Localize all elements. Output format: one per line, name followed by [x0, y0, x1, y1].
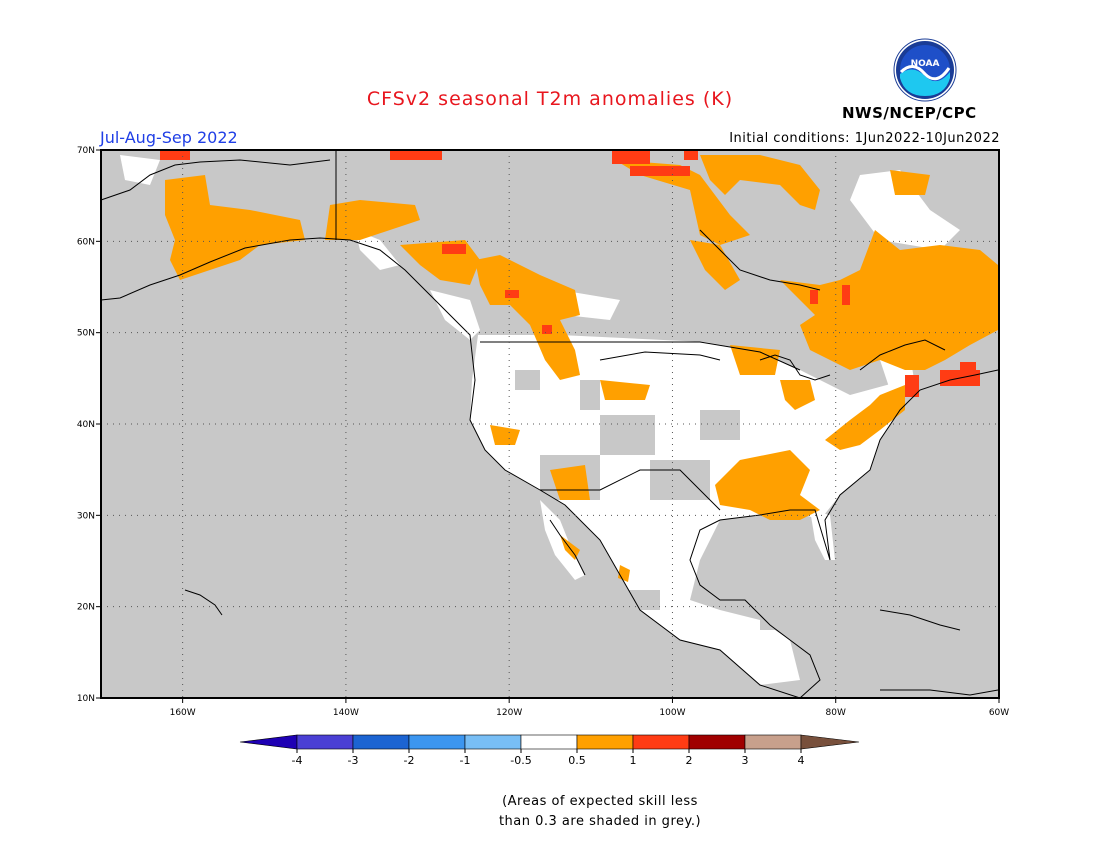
axis-ticks: 160W 140W 120W 100W 80W 60W 10N 20N 30N 40N 50N 60N…: [77, 146, 1009, 718]
skill-footnote: (Areas of expected skill less than 0.3 a…: [470, 792, 730, 832]
colorbar-segment: [408, 734, 466, 750]
colorbar-tick-label: 1: [630, 754, 637, 767]
colorbar-tick-label: -4: [292, 754, 303, 767]
colorbar-arrow-left: [239, 734, 298, 750]
lon-tick-label: 100W: [659, 708, 685, 718]
colorbar-arrow-right: [800, 734, 860, 750]
agency-label: NWS/NCEP/CPC: [842, 104, 977, 122]
colorbar-segment: [576, 734, 634, 750]
lon-tick-label: 60W: [989, 708, 1009, 718]
colorbar-tick-label: -3: [348, 754, 359, 767]
lat-tick-label: 20N: [77, 603, 95, 613]
colorbar-segment: [688, 734, 746, 750]
colorbar-segment: [520, 734, 578, 750]
colorbar-segment: [296, 734, 354, 750]
strong-warm-anomaly-areas: [160, 150, 980, 397]
colorbar-segment: [352, 734, 410, 750]
colorbar-segment: [632, 734, 690, 750]
map-title: CFSv2 seasonal T2m anomalies (K): [366, 88, 734, 110]
season-label: Jul-Aug-Sep 2022: [100, 128, 238, 147]
lat-tick-label: 50N: [77, 329, 95, 339]
lat-tick-label: 40N: [77, 420, 95, 430]
noaa-logo-text: NOAA: [911, 59, 940, 69]
colorbar-tick-label: -1: [460, 754, 471, 767]
footnote-line-2: than 0.3 are shaded in grey.): [498, 814, 702, 829]
lon-tick-label: 160W: [170, 708, 196, 718]
colorbar-segment: [464, 734, 522, 750]
colorbar-tick-label: 2: [686, 754, 693, 767]
colorbar-tick-label: 4: [798, 754, 805, 767]
lat-tick-label: 30N: [77, 511, 95, 521]
coastlines: [100, 150, 999, 699]
colorbar-tick-label: 0.5: [568, 754, 586, 767]
lat-tick-label: 70N: [77, 146, 95, 156]
lat-tick-label: 10N: [77, 694, 95, 704]
colorbar-segment: [744, 734, 802, 750]
lat-tick-label: 60N: [77, 237, 95, 247]
noaa-logo-icon: NOAA: [893, 38, 957, 102]
warm-anomaly-areas: [165, 155, 998, 582]
colorbar-tick-label: -2: [404, 754, 415, 767]
colorbar: -4 -3 -2 -1 -0.5 0.5 1 2 3 4: [239, 734, 860, 767]
lon-tick-label: 80W: [826, 708, 846, 718]
initial-conditions-label: Initial conditions: 1Jun2022-10Jun2022: [729, 131, 1000, 146]
footnote-line-1: (Areas of expected skill less: [502, 794, 698, 809]
lon-tick-label: 140W: [333, 708, 359, 718]
colorbar-tick-label: -0.5: [510, 754, 531, 767]
colorbar-tick-label: 3: [742, 754, 749, 767]
lon-tick-label: 120W: [496, 708, 522, 718]
